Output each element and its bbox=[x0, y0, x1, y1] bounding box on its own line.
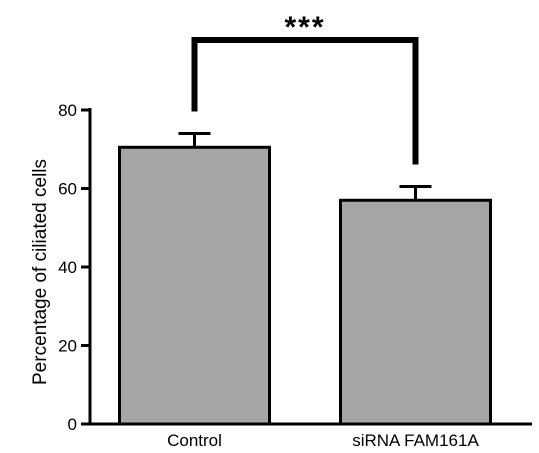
category-labels: Control siRNA FAM161A bbox=[167, 431, 479, 450]
bar-2 bbox=[339, 198, 492, 426]
y-tick-label: 60 bbox=[58, 180, 77, 199]
significance-annotation: *** bbox=[191, 11, 419, 165]
bars bbox=[118, 145, 492, 426]
significance-label: *** bbox=[284, 11, 325, 44]
x-category-label: Control bbox=[167, 431, 222, 450]
y-axis-label: Percentage of ciliated cells bbox=[30, 159, 51, 385]
error-bars bbox=[178, 132, 432, 201]
y-tick-label: 80 bbox=[58, 101, 77, 120]
significance-bracket bbox=[191, 37, 419, 165]
y-tick-label: 40 bbox=[58, 258, 77, 277]
y-ticks: 0 20 40 60 80 bbox=[58, 101, 90, 434]
y-tick-label: 20 bbox=[58, 337, 77, 356]
bar-1 bbox=[118, 145, 271, 426]
y-tick-label: 0 bbox=[68, 415, 77, 434]
x-category-label: siRNA FAM161A bbox=[352, 431, 479, 450]
